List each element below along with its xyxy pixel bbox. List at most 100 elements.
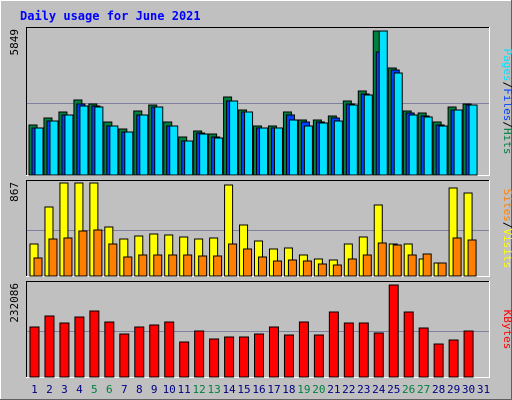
visits-bar-sites-day-16 <box>258 256 268 277</box>
x-tick-label-day-7: 7 <box>121 383 128 396</box>
x-tick-label-day-15: 15 <box>237 383 250 396</box>
kbytes-bar-kbytes-day-11 <box>179 341 190 378</box>
hits-bar-pages-day-20 <box>318 122 328 176</box>
kbytes-bar-kbytes-day-20 <box>313 334 324 378</box>
kbytes-bar-kbytes-day-22 <box>343 322 354 378</box>
visits-bar-sites-day-30 <box>467 239 477 277</box>
visits-bar-sites-day-18 <box>287 259 297 277</box>
x-tick-label-day-10: 10 <box>163 383 176 396</box>
x-tick-label-day-25: 25 <box>387 383 400 396</box>
hits-bar-pages-day-10 <box>169 125 179 176</box>
visits-bar-sites-day-22 <box>347 258 357 277</box>
kbytes-bar-kbytes-day-27 <box>418 327 429 378</box>
x-tick-label-day-11: 11 <box>178 383 191 396</box>
kbytes-bar-kbytes-day-28 <box>433 343 444 378</box>
visits-bar-sites-day-6 <box>108 243 118 277</box>
kbytes-bar-kbytes-day-12 <box>194 330 205 378</box>
kbytes-bar-kbytes-day-10 <box>164 321 175 378</box>
x-tick-label-day-5: 5 <box>91 383 98 396</box>
kbytes-bar-kbytes-day-17 <box>268 326 279 378</box>
visits-bar-sites-day-11 <box>183 254 193 277</box>
visits-bar-sites-day-15 <box>243 248 253 277</box>
hits-bar-pages-day-18 <box>288 119 298 176</box>
x-tick-label-day-17: 17 <box>267 383 280 396</box>
visits-bar-sites-day-20 <box>317 263 327 277</box>
visits-legend: Sites/Visits <box>501 189 512 269</box>
hits-bar-pages-day-12 <box>199 133 209 176</box>
hits-legend-item-4: Hits <box>501 128 512 155</box>
x-tick-label-day-28: 28 <box>432 383 445 396</box>
hits-bar-pages-day-29 <box>453 109 463 176</box>
kbytes-bar-kbytes-day-30 <box>463 330 474 378</box>
x-tick-label-day-1: 1 <box>31 383 38 396</box>
visits-bar-sites-day-2 <box>48 238 58 277</box>
visits-bar-sites-day-25 <box>392 244 402 277</box>
x-tick-label-day-24: 24 <box>372 383 386 396</box>
x-tick-label-day-14: 14 <box>222 383 236 396</box>
kbytes-bar-kbytes-day-14 <box>224 336 235 378</box>
kbytes-bar-kbytes-day-4 <box>74 316 85 378</box>
visits-bar-sites-day-13 <box>213 255 223 277</box>
kbytes-bar-kbytes-day-24 <box>373 332 384 378</box>
kbytes-bar-kbytes-day-5 <box>89 310 100 378</box>
hits-bar-pages-day-16 <box>259 127 269 176</box>
kbytes-bar-kbytes-day-21 <box>328 311 339 378</box>
hits-bar-pages-day-7 <box>124 131 134 176</box>
visits-bar-sites-day-21 <box>332 264 342 277</box>
hits-bar-pages-day-26 <box>408 114 418 176</box>
kbytes-bar-kbytes-day-8 <box>134 326 145 378</box>
x-tick-label-day-13: 13 <box>207 383 220 396</box>
x-tick-label-day-4: 4 <box>76 383 83 396</box>
kbytes-legend-item-0: KBytes <box>501 310 512 350</box>
visits-bar-sites-day-7 <box>123 256 133 277</box>
x-axis-labels: 1 2 3 4 5 6 7 8 9 10 11 12 13 14 15 16 17 18 19 20 21 22 23 24 2… <box>31 383 490 396</box>
kbytes-bar-kbytes-day-29 <box>448 339 459 378</box>
hits-bar-pages-day-23 <box>363 94 373 176</box>
x-tick-label-day-6: 6 <box>106 383 113 396</box>
hits-bar-pages-day-6 <box>109 125 119 176</box>
x-tick-label-day-18: 18 <box>282 383 295 396</box>
x-tick-label-day-2: 2 <box>46 383 53 396</box>
x-tick-label-day-29: 29 <box>447 383 460 396</box>
kbytes-bar-kbytes-day-26 <box>403 311 414 378</box>
x-tick-label-day-31: 31 <box>477 383 490 396</box>
visits-bar-sites-day-12 <box>198 255 208 277</box>
hits-bar-pages-day-17 <box>273 127 283 176</box>
visits-bar-sites-day-17 <box>272 260 282 277</box>
hits-bar-pages-day-25 <box>393 72 403 176</box>
hits-bar-pages-day-27 <box>423 116 433 176</box>
kbytes-bar-kbytes-day-9 <box>149 324 160 378</box>
hits-ymax-label: 5849 <box>8 29 21 56</box>
hits-bar-pages-day-2 <box>49 120 59 176</box>
hits-bar-pages-day-19 <box>303 125 313 176</box>
hits-bar-pages-day-1 <box>34 127 44 176</box>
hits-bar-pages-day-14 <box>229 100 239 176</box>
kbytes-bar-kbytes-day-2 <box>44 315 55 378</box>
kbytes-ymax-label: 232086 <box>8 283 21 323</box>
hits-bar-pages-day-5 <box>94 106 104 176</box>
visits-bar-sites-day-24 <box>377 242 387 277</box>
hits-bar-pages-day-11 <box>184 140 194 176</box>
kbytes-bar-kbytes-day-15 <box>239 336 250 378</box>
visits-bar-sites-day-9 <box>153 254 163 277</box>
visits-bar-sites-day-28 <box>437 262 447 277</box>
x-tick-label-day-8: 8 <box>136 383 143 396</box>
kbytes-bar-kbytes-day-19 <box>298 321 309 378</box>
kbytes-legend: KBytes <box>501 310 512 350</box>
visits-panel: 867 Sites/Visits <box>8 180 512 277</box>
hits-legend-item-1: / <box>501 82 512 89</box>
visits-bar-sites-day-23 <box>362 254 372 277</box>
hits-legend: Pages/Files/Hits <box>501 49 512 155</box>
kbytes-bar-kbytes-day-3 <box>59 322 70 378</box>
hits-bar-pages-day-30 <box>468 104 478 176</box>
kbytes-bar-kbytes-day-18 <box>283 334 294 378</box>
chart-title: Daily usage for June 2021 <box>20 9 201 23</box>
x-tick-label-day-30: 30 <box>462 383 475 396</box>
visits-legend-item-0: Sites <box>501 189 512 222</box>
x-tick-label-day-16: 16 <box>252 383 265 396</box>
x-tick-label-day-27: 27 <box>417 383 430 396</box>
x-tick-label-day-3: 3 <box>61 383 68 396</box>
hits-legend-item-3: / <box>501 121 512 128</box>
x-tick-label-day-9: 9 <box>151 383 158 396</box>
